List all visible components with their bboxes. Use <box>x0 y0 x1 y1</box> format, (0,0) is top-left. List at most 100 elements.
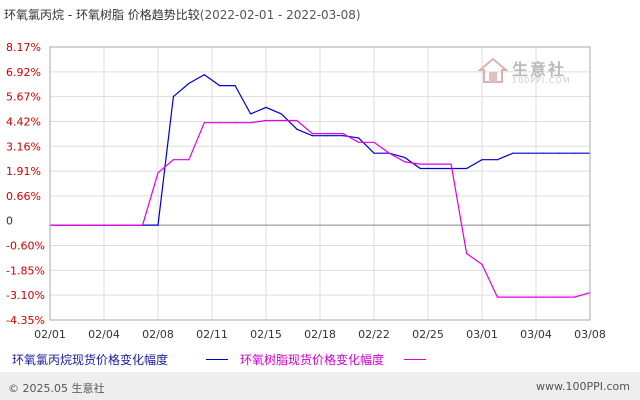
data-point-series-1 <box>450 163 452 165</box>
data-point-series-0 <box>527 152 529 154</box>
data-point-series-0 <box>203 74 205 76</box>
data-point-series-0 <box>496 159 499 161</box>
chart-title-main: 环氧氯丙烷 - 环氧树脂 价格趋势比较 <box>4 8 200 22</box>
data-point-series-0 <box>465 167 468 170</box>
data-point-series-1 <box>496 296 499 298</box>
y-tick-label: -0.60% <box>6 240 45 253</box>
data-point-series-1 <box>373 141 375 143</box>
copyright-text: © 2025.05 生意社 <box>8 382 105 395</box>
y-tick-label: 0 <box>6 215 13 228</box>
data-point-series-1 <box>388 152 391 154</box>
data-point-series-1 <box>95 224 97 226</box>
footer-bar <box>0 372 640 400</box>
chart-title: 环氧氯丙烷 - 环氧树脂 价格趋势比较(2022-02-01 - 2022-03… <box>4 6 361 23</box>
y-tick-label: -3.10% <box>6 289 45 302</box>
data-point-series-1 <box>126 224 128 226</box>
y-axis: 8.17% 6.92% 5.67% 4.42% 3.16% 1.91% 0.66% 0 -0.6… <box>6 41 45 327</box>
x-tick-label: 03/04 <box>520 328 552 341</box>
data-point-series-0 <box>219 84 221 87</box>
data-point-series-0 <box>419 167 421 170</box>
data-point-series-0 <box>265 106 267 109</box>
data-point-series-1 <box>172 159 175 161</box>
site-link[interactable]: www.100PPI.com <box>536 380 630 393</box>
data-point-series-1 <box>203 122 205 124</box>
grid <box>50 47 590 320</box>
x-tick-label: 02/11 <box>196 328 228 341</box>
data-point-series-1 <box>527 296 529 298</box>
data-point-series-1 <box>543 296 545 298</box>
y-tick-label: 5.67% <box>6 91 41 104</box>
data-point-series-1 <box>219 122 221 124</box>
data-point-series-0 <box>435 167 437 170</box>
data-point-series-1 <box>404 161 406 163</box>
data-point-series-1 <box>157 172 159 174</box>
data-point-series-0 <box>234 84 236 87</box>
data-point-series-1 <box>64 224 67 226</box>
y-tick-label: 4.42% <box>6 115 41 128</box>
data-point-series-1 <box>512 296 514 298</box>
logo-name: 生意社 <box>512 60 567 79</box>
logo-url: 100PPI.COM <box>512 76 571 85</box>
data-point-series-1 <box>481 263 483 265</box>
data-point-series-0 <box>188 82 190 85</box>
x-tick-label: 02/08 <box>142 328 174 341</box>
data-point-series-1 <box>234 122 236 124</box>
data-point-series-0 <box>481 159 483 161</box>
legend-label-series-1: 环氧树脂现货价格变化幅度 <box>240 353 385 367</box>
data-point-series-1 <box>141 224 144 226</box>
y-tick-label: -4.35% <box>6 314 45 327</box>
x-tick-label: 03/01 <box>466 328 498 341</box>
data-point-series-0 <box>280 113 283 115</box>
x-tick-label: 02/18 <box>304 328 336 341</box>
house-logo-icon <box>477 57 509 83</box>
data-point-series-1 <box>249 122 252 124</box>
data-point-series-0 <box>543 152 545 154</box>
data-point-series-0 <box>327 135 329 137</box>
x-tick-label: 02/04 <box>88 328 120 341</box>
legend-label-series-0: 环氧氯丙烷现货价格变化幅度 <box>12 353 169 367</box>
line-chart: 8.17% 6.92% 5.67% 4.42% 3.16% 1.91% 0.66% 0 -0.6… <box>6 41 606 341</box>
data-point-series-0 <box>311 135 313 137</box>
data-point-series-1 <box>357 141 360 143</box>
x-tick-label: 02/22 <box>358 328 390 341</box>
y-tick-label: 1.91% <box>6 165 41 178</box>
plot-frame <box>49 46 591 321</box>
data-point-series-1 <box>342 132 344 135</box>
data-point-series-0 <box>512 152 514 154</box>
x-tick-label: 02/01 <box>34 328 66 341</box>
data-point-series-1 <box>558 296 560 298</box>
data-point-series-1 <box>419 163 421 165</box>
legend-swatch-series-0 <box>206 359 228 360</box>
data-point-series-1 <box>296 119 298 122</box>
data-point-series-1 <box>465 252 468 255</box>
data-point-series-0 <box>373 152 375 154</box>
data-point-series-1 <box>111 224 113 226</box>
data-point-series-1 <box>435 163 437 165</box>
x-tick-label: 02/15 <box>250 328 282 341</box>
data-point-series-0 <box>357 137 360 139</box>
data-point-series-1 <box>280 119 283 122</box>
series-layer <box>49 73 591 298</box>
data-point-series-0 <box>573 152 576 154</box>
y-tick-label: 6.92% <box>6 66 41 79</box>
y-tick-label: 8.17% <box>6 41 41 54</box>
chart-title-range: (2022-02-01 - 2022-03-08) <box>199 8 361 22</box>
data-point-series-1 <box>573 296 576 298</box>
y-tick-label: -1.85% <box>6 264 45 277</box>
x-axis: 02/01 02/04 02/08 02/11 02/15 02/18 02/22 02/25… <box>34 328 606 341</box>
data-point-series-0 <box>296 128 298 130</box>
data-point-series-0 <box>157 224 159 226</box>
x-tick-label: 03/08 <box>574 328 606 341</box>
y-tick-label: 0.66% <box>6 190 41 203</box>
y-tick-label: 3.16% <box>6 140 41 153</box>
data-point-series-1 <box>188 159 190 161</box>
data-point-series-0 <box>172 95 175 98</box>
data-point-series-0 <box>342 135 344 137</box>
data-point-series-0 <box>558 152 560 154</box>
data-point-series-0 <box>249 113 252 115</box>
site-logo: 生意社 100PPI.COM <box>477 56 570 88</box>
data-point-series-0 <box>404 156 406 159</box>
series-line-1 <box>50 119 591 298</box>
legend-swatch-series-1 <box>404 359 426 360</box>
data-point-series-1 <box>265 119 267 122</box>
